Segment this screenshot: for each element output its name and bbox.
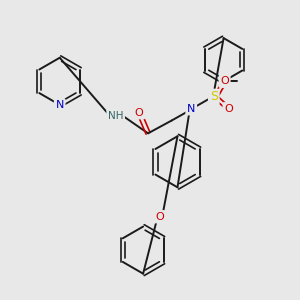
Text: N: N (187, 104, 195, 114)
Text: S: S (210, 91, 218, 103)
Text: N: N (56, 100, 64, 110)
Text: O: O (135, 108, 144, 118)
Text: NH: NH (108, 111, 123, 121)
Text: O: O (224, 104, 233, 114)
Text: O: O (155, 212, 164, 222)
Text: O: O (220, 76, 229, 86)
